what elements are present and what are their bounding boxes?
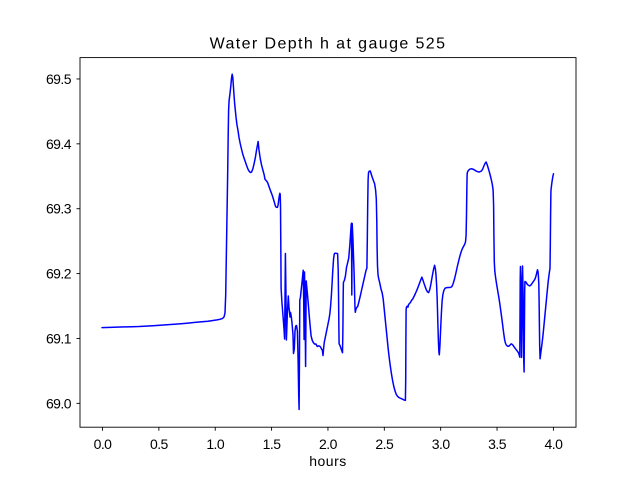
svg-text:3.0: 3.0 bbox=[432, 436, 451, 452]
svg-text:0.5: 0.5 bbox=[150, 436, 169, 452]
svg-text:69.4: 69.4 bbox=[46, 136, 72, 152]
svg-text:3.5: 3.5 bbox=[488, 436, 507, 452]
svg-text:4.0: 4.0 bbox=[545, 436, 564, 452]
svg-text:1.0: 1.0 bbox=[206, 436, 225, 452]
svg-text:1.5: 1.5 bbox=[263, 436, 282, 452]
svg-text:hours: hours bbox=[309, 453, 347, 469]
svg-text:69.1: 69.1 bbox=[46, 330, 72, 346]
svg-text:2.5: 2.5 bbox=[375, 436, 394, 452]
svg-text:69.3: 69.3 bbox=[46, 201, 72, 217]
svg-text:2.0: 2.0 bbox=[319, 436, 338, 452]
svg-text:0.0: 0.0 bbox=[94, 436, 113, 452]
svg-text:69.2: 69.2 bbox=[46, 266, 72, 282]
svg-text:69.5: 69.5 bbox=[46, 71, 72, 87]
svg-text:69.0: 69.0 bbox=[46, 395, 72, 411]
svg-text:Water Depth h at gauge 525: Water Depth h at gauge 525 bbox=[210, 36, 447, 53]
